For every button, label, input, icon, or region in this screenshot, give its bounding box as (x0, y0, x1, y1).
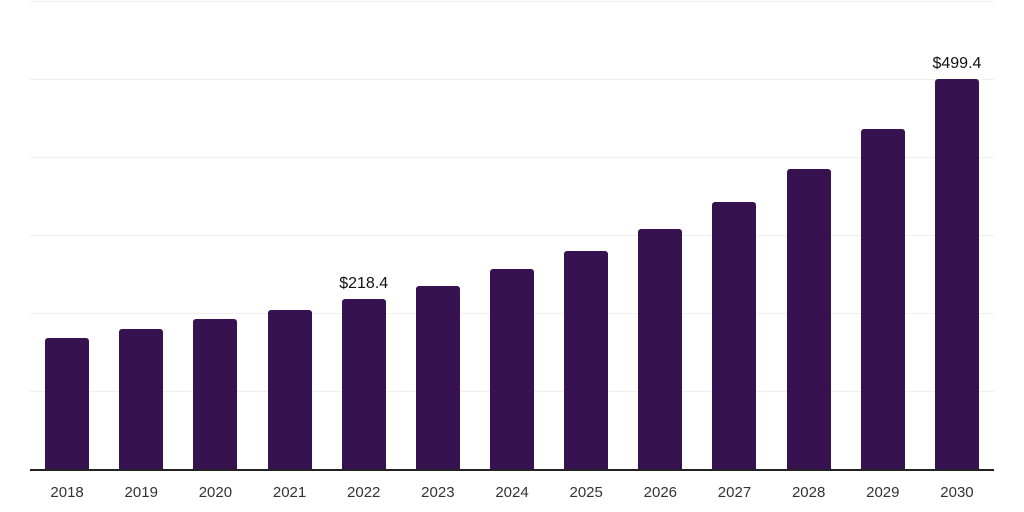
bars-container: $218.4 $499.4 (30, 1, 994, 469)
bar-slot-2028 (772, 1, 846, 469)
x-axis-labels: 2018 2019 2020 2021 2022 2023 2024 2025 2026 2027… (30, 485, 994, 501)
x-tick-2026: 2026 (643, 484, 678, 501)
bar-slot-2024 (475, 1, 549, 469)
bar-2024[interactable] (490, 269, 535, 469)
gridline-500 (30, 79, 994, 80)
x-tick-2029: 2029 (866, 484, 900, 501)
bar-slot-2023 (401, 1, 475, 469)
bar-slot-2019 (104, 1, 178, 469)
x-tick-2018: 2018 (50, 484, 84, 501)
x-tick-2020: 2020 (198, 484, 233, 501)
gridline-300 (30, 235, 994, 236)
gridline-400 (30, 157, 994, 158)
bar-2030[interactable]: $499.4 (932, 55, 981, 469)
bar-slot-2021 (252, 1, 326, 469)
x-tick-2027: 2027 (717, 484, 752, 501)
bar-slot-2027 (697, 1, 771, 469)
x-tick-2023: 2023 (421, 484, 455, 501)
x-tick-2019: 2019 (124, 484, 158, 501)
x-axis-line (30, 469, 994, 471)
bar-slot-2020 (178, 1, 252, 469)
bar-slot-2030: $499.4 (920, 1, 994, 469)
value-label-2022: $218.4 (339, 274, 389, 292)
x-tick-2025: 2025 (569, 484, 603, 501)
bar-2020[interactable] (193, 319, 238, 469)
bar-slot-2029 (846, 1, 920, 469)
bar-2026[interactable] (638, 229, 683, 469)
bar-slot-2026 (623, 1, 697, 469)
bar-2029[interactable] (860, 129, 905, 469)
x-tick-2030: 2030 (940, 484, 974, 501)
bar-2028[interactable] (786, 169, 831, 469)
bar-2021[interactable] (267, 309, 312, 469)
x-tick-2022: 2022 (347, 484, 381, 501)
bar-slot-2022: $218.4 (327, 1, 401, 469)
x-tick-2024: 2024 (495, 484, 529, 501)
bar-slot-2018 (30, 1, 104, 469)
x-tick-2021: 2021 (272, 484, 307, 501)
bar-2018[interactable] (45, 338, 90, 469)
x-tick-2028: 2028 (791, 484, 826, 501)
bar-2023[interactable] (415, 286, 460, 469)
bar-2025[interactable] (564, 251, 609, 469)
value-label-2030: $499.4 (932, 55, 982, 73)
bar-2019[interactable] (119, 329, 164, 469)
gridline-600 (30, 1, 994, 2)
bar-2022[interactable]: $218.4 (339, 275, 388, 469)
plot-area: $218.4 $499.4 (30, 1, 994, 471)
bar-2027[interactable] (712, 201, 757, 469)
bar-slot-2025 (549, 1, 623, 469)
